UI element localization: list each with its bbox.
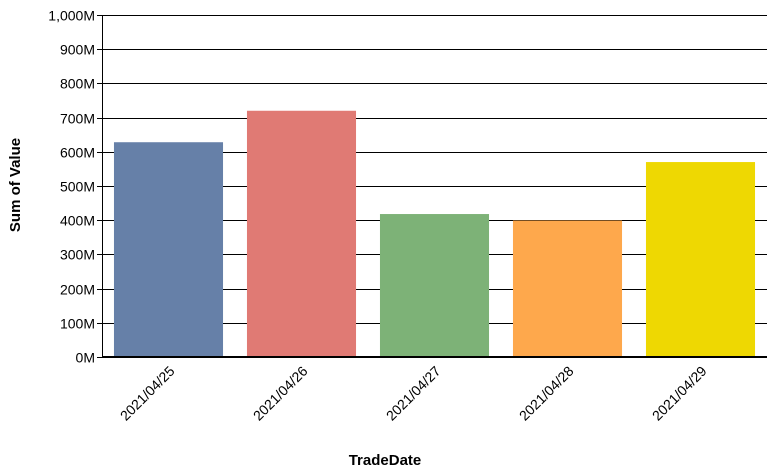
bars (113, 110, 756, 357)
y-tick-label: 900M (60, 42, 95, 58)
bar-2021/04/29 (645, 162, 756, 357)
x-tick-label: 2021/04/28 (516, 363, 577, 424)
y-tick-label: 100M (60, 316, 95, 332)
bar-2021/04/28 (512, 220, 623, 357)
y-tick-label: 300M (60, 247, 95, 263)
y-tick-label: 200M (60, 282, 95, 298)
y-tick-labels: 0M 100M 200M 300M 400M 500M 600M 700M 800M 900M 1,… (48, 8, 95, 366)
y-axis-title: Sum of Value (7, 138, 24, 232)
y-tick-label: 0M (76, 350, 95, 366)
x-tick-label: 2021/04/29 (649, 363, 710, 424)
bar-2021/04/26 (246, 110, 357, 357)
y-tick-label: 500M (60, 179, 95, 195)
y-tick-label: 400M (60, 213, 95, 229)
y-tick-label: 1,000M (48, 8, 95, 24)
x-tick-labels: 2021/04/25 2021/04/26 2021/04/27 2021/04/28… (117, 363, 710, 424)
x-tick-label: 2021/04/26 (250, 363, 311, 424)
bar-2021/04/25 (113, 142, 224, 357)
x-tick-label: 2021/04/27 (383, 363, 444, 424)
bar-2021/04/27 (379, 214, 490, 357)
x-tick-label: 2021/04/25 (117, 363, 178, 424)
axes (102, 15, 767, 358)
y-tick-label: 800M (60, 76, 95, 92)
y-tick-label: 700M (60, 111, 95, 127)
x-axis-title: TradeDate (349, 452, 422, 468)
y-tick-label: 600M (60, 145, 95, 161)
